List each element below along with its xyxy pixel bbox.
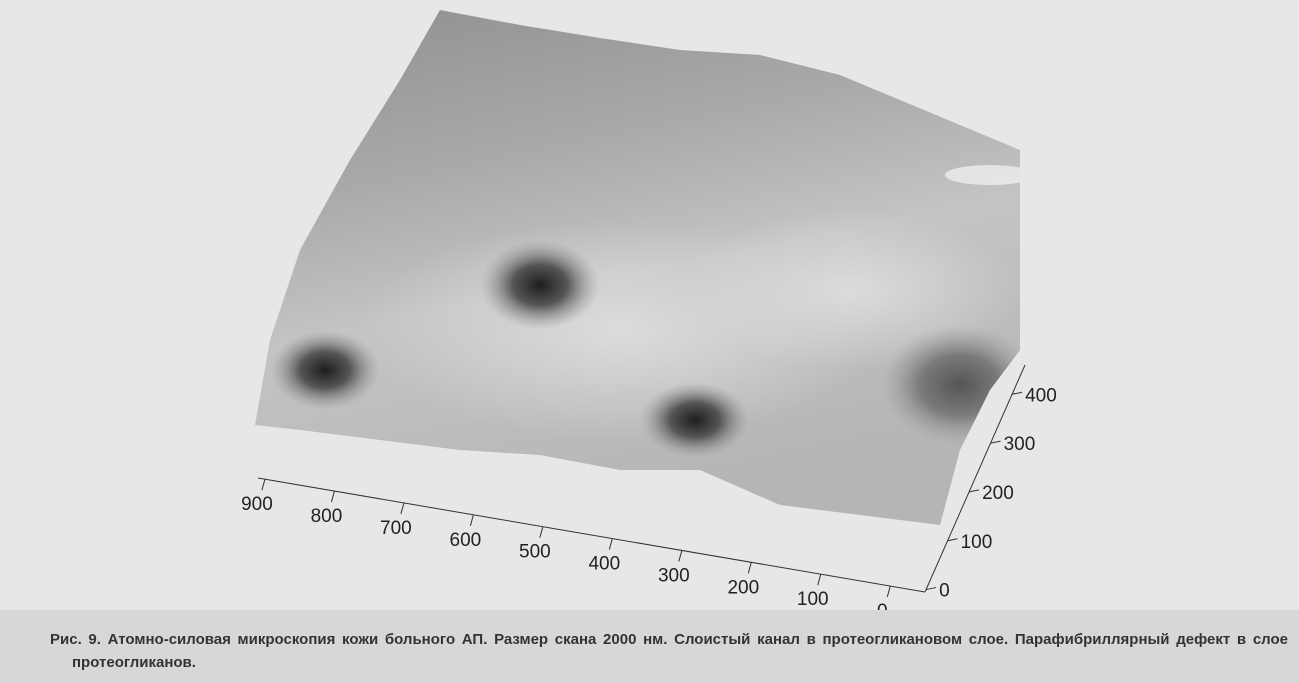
surface [250, 5, 1040, 535]
x-tick-label: 500 [519, 542, 551, 563]
x-tick [540, 527, 543, 538]
page: 900 800 700 600 500 400 300 200 100 0 0 100 200 300 40… [0, 0, 1299, 683]
x-tick-label: 800 [311, 506, 343, 527]
x-tick [748, 562, 751, 573]
x-tick [887, 586, 890, 597]
x-tick-label: 300 [658, 565, 690, 586]
x-tick [609, 539, 612, 550]
x-tick [401, 503, 404, 514]
x-tick-label: 400 [588, 554, 620, 575]
x-tick-label: 100 [797, 589, 829, 610]
y-tick-label: 200 [982, 483, 1014, 504]
y-tick [1012, 392, 1022, 394]
y-tick [991, 441, 1001, 443]
y-tick-label: 300 [1004, 434, 1036, 455]
x-tick [262, 479, 265, 490]
x-tick-label: 900 [241, 494, 273, 515]
x-tick [331, 491, 334, 502]
caption: Рис. 9. Атомно-силовая микроскопия кожи … [50, 628, 1288, 674]
afm-figure: 900 800 700 600 500 400 300 200 100 0 0 100 200 300 40… [0, 0, 1299, 610]
y-tick-label: 100 [961, 532, 993, 553]
x-tick [470, 515, 473, 526]
y-tick [969, 490, 979, 492]
x-tick-label: 200 [727, 577, 759, 598]
caption-band: Рис. 9. Атомно-силовая микроскопия кожи … [0, 610, 1299, 683]
y-tick [926, 588, 936, 590]
x-tick [818, 574, 821, 585]
y-tick-label: 400 [1025, 385, 1057, 406]
x-tick [679, 550, 682, 561]
y-tick [948, 539, 958, 541]
x-tick-label: 600 [450, 530, 482, 551]
x-tick-label: 0 [877, 601, 888, 610]
x-tick-label: 700 [380, 518, 412, 539]
y-tick-label: 0 [939, 581, 950, 602]
